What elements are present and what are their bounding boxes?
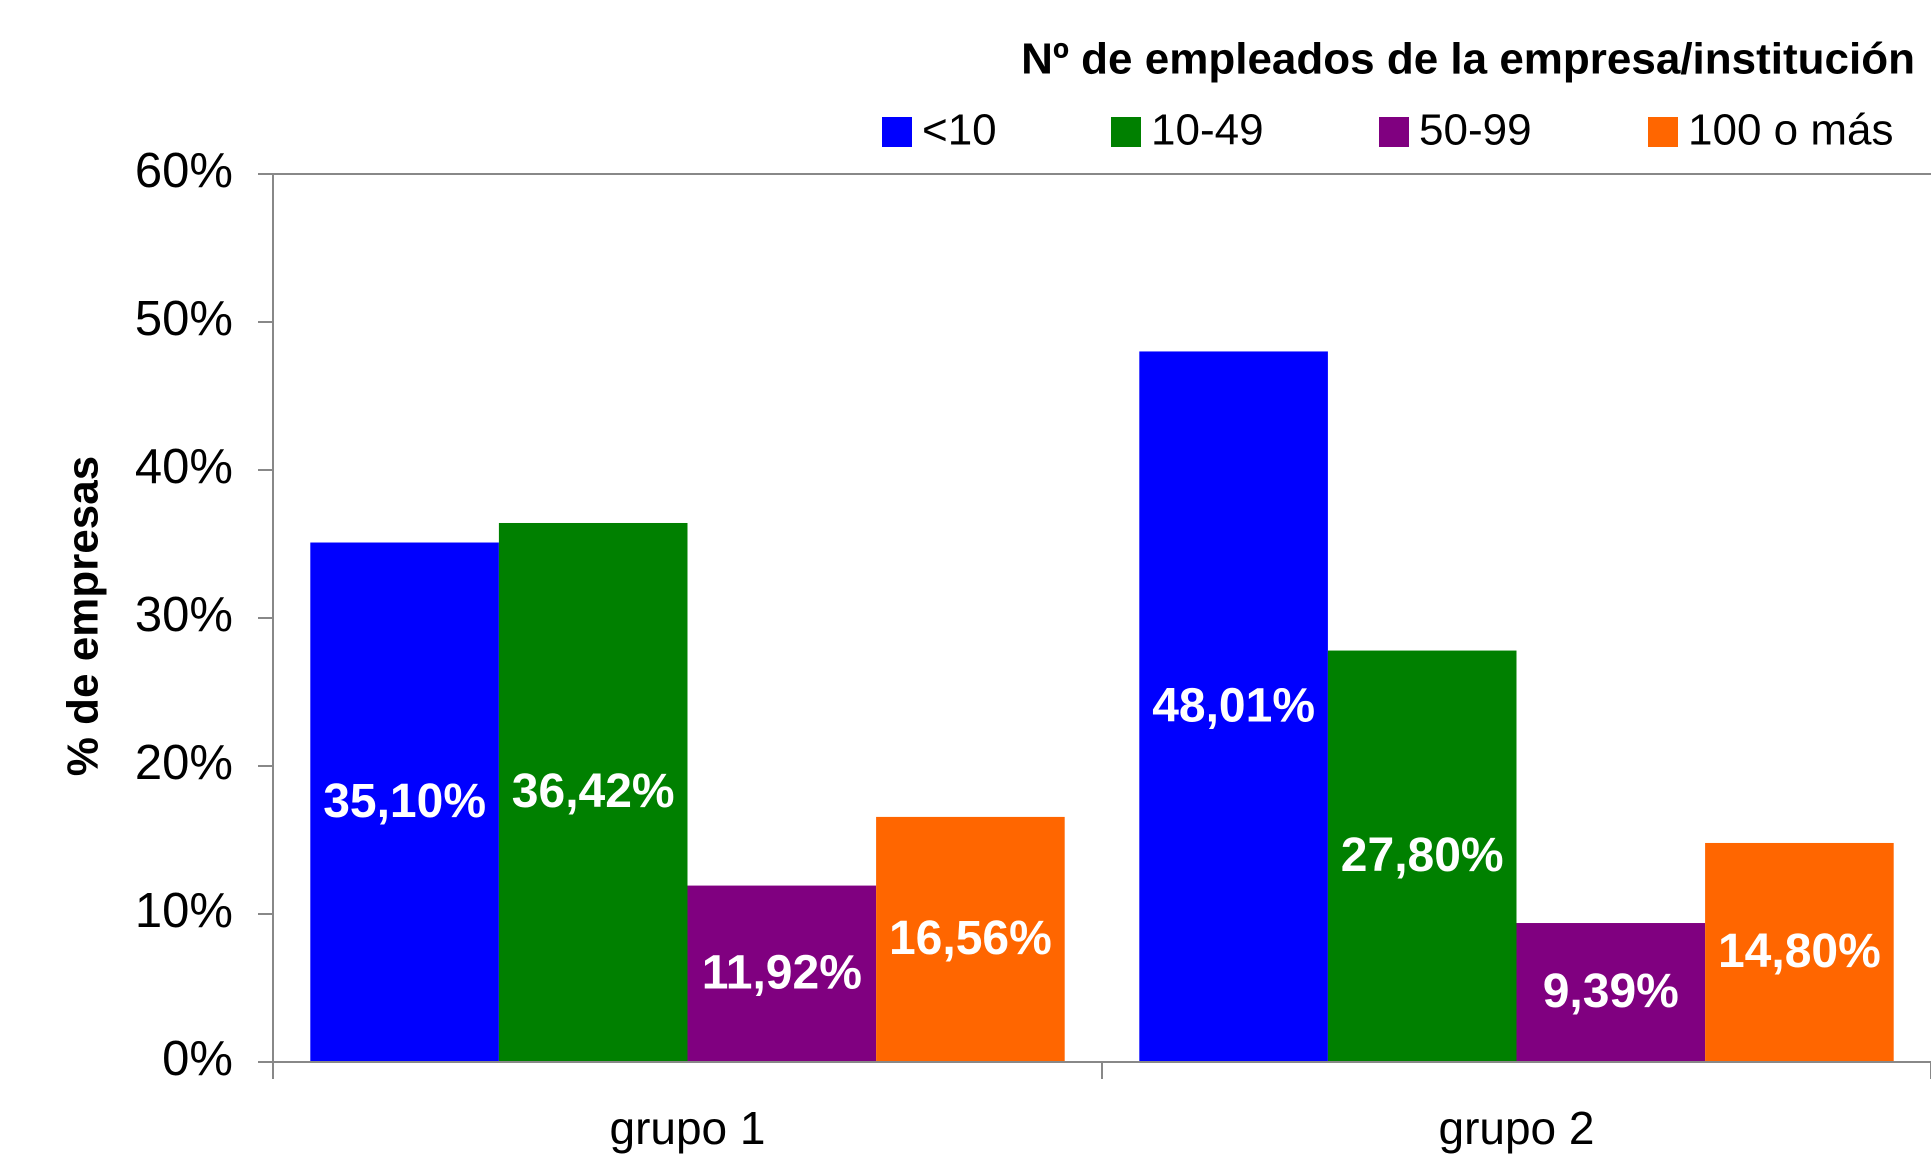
legend-title: Nº de empleados de la empresa/institució… xyxy=(1021,35,1915,84)
data-label: 11,92% xyxy=(702,946,862,999)
data-label: 35,10% xyxy=(323,775,486,828)
bar xyxy=(687,885,877,1062)
data-label: 36,42% xyxy=(512,765,675,818)
bar xyxy=(498,522,688,1062)
data-label: 16,56% xyxy=(889,912,1052,965)
y-tick-label: 60% xyxy=(135,144,233,198)
bar xyxy=(1139,351,1328,1062)
y-tick-label: 0% xyxy=(162,1032,233,1086)
legend-label: 10-49 xyxy=(1151,106,1264,155)
legend-label: 50-99 xyxy=(1419,106,1532,155)
y-tick-label: 20% xyxy=(135,736,233,790)
data-label: 48,01% xyxy=(1152,679,1315,732)
bar xyxy=(310,542,499,1062)
y-tick-label: 30% xyxy=(135,588,233,642)
bar xyxy=(1705,842,1894,1062)
data-label: 27,80% xyxy=(1341,829,1504,882)
data-label: 9,39% xyxy=(1543,965,1679,1018)
legend-swatch xyxy=(1379,117,1409,147)
legend-swatch xyxy=(1111,117,1141,147)
data-label: 14,80% xyxy=(1718,925,1881,978)
y-tick-label: 10% xyxy=(135,884,233,938)
legend-swatch xyxy=(1648,117,1678,147)
bar xyxy=(1327,650,1517,1062)
legend-label: 100 o más xyxy=(1688,106,1893,155)
y-tick-label: 50% xyxy=(135,292,233,346)
legend-label: <10 xyxy=(922,106,997,155)
y-axis-label: % de empresas xyxy=(59,456,108,776)
bar xyxy=(1516,923,1706,1062)
x-tick-label: grupo 2 xyxy=(1438,1102,1594,1154)
x-tick-label: grupo 1 xyxy=(609,1102,765,1154)
legend-swatch xyxy=(882,117,912,147)
y-tick-label: 40% xyxy=(135,440,233,494)
bar xyxy=(876,816,1065,1062)
